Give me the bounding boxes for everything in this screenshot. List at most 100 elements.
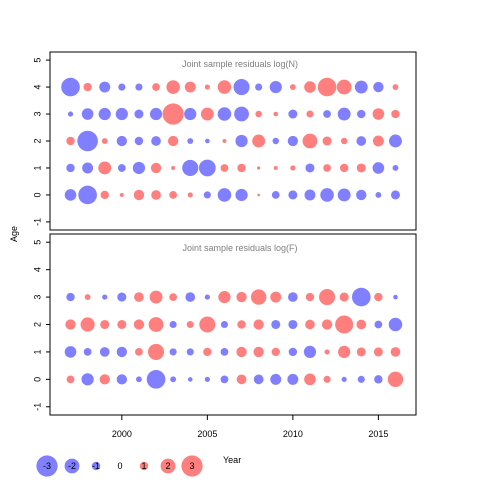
top-residual-point [336, 79, 352, 95]
bottom-residual-point [319, 289, 336, 306]
bottom-residual-point [66, 292, 75, 302]
bottom-residual-point [199, 316, 216, 333]
x-tick-label: 2015 [368, 429, 388, 439]
top-residual-point [83, 82, 92, 92]
top-residual-point [233, 79, 250, 96]
top-residual-point [187, 192, 193, 198]
bottom-residual-point [387, 371, 404, 388]
bottom-residual-point [81, 373, 94, 386]
top-residual-point [184, 81, 196, 93]
legend-bubble [139, 461, 149, 471]
top-residual-point [171, 166, 176, 170]
top-residual-point [204, 84, 210, 90]
top-residual-point [118, 83, 126, 91]
bottom-residual-point [356, 319, 367, 330]
bottom-residual-point [288, 319, 298, 330]
top-residual-point [184, 107, 197, 121]
top-residual-point [187, 138, 194, 144]
top-residual-point [217, 188, 232, 202]
top-residual-point [198, 159, 216, 177]
top-panel-title: Joint sample residuals log(N) [182, 59, 298, 69]
top-residual-point [392, 84, 399, 90]
top-ytick-label: -1 [32, 218, 42, 226]
bottom-residual-point [169, 293, 178, 301]
bottom-residual-point [323, 375, 331, 383]
bottom-residual-point [99, 347, 110, 357]
legend-label: -3 [43, 461, 51, 471]
bottom-residual-point [288, 347, 298, 357]
legend-bubble [91, 461, 101, 471]
top-residual-point [304, 189, 316, 201]
bottom-residual-point [117, 319, 127, 330]
top-residual-point [288, 190, 298, 200]
top-residual-point [255, 110, 262, 118]
bottom-residual-point [220, 375, 229, 384]
top-residual-point [337, 188, 351, 202]
bottom-residual-point [83, 348, 92, 356]
bottom-ytick-label: 1 [32, 349, 42, 354]
bottom-residual-point [341, 376, 347, 382]
top-residual-point [134, 136, 144, 146]
bottom-residual-point [356, 347, 366, 357]
bottom-residual-point [393, 294, 398, 300]
top-residual-point [150, 162, 162, 174]
top-residual-point [116, 135, 127, 147]
bottom-residual-point [321, 319, 333, 330]
top-residual-point [287, 135, 299, 147]
bottom-residual-point [136, 376, 142, 383]
top-residual-point [323, 110, 331, 118]
bottom-residual-point [305, 319, 315, 330]
top-residual-point [391, 109, 400, 119]
top-residual-point [356, 189, 367, 201]
top-residual-point [82, 162, 94, 174]
bottom-residual-point [270, 291, 282, 303]
bottom-panel: Joint sample residuals log(F) -1 0 1 2 3 4 5 2… [32, 233, 417, 439]
top-residual-point [134, 109, 144, 119]
bottom-residual-point [270, 373, 282, 385]
top-residual-point [101, 138, 108, 144]
top-residual-point [354, 80, 368, 94]
bottom-ytick-label: 3 [32, 295, 42, 300]
bottom-ytick-label: 5 [32, 240, 42, 245]
bottom-residual-point [335, 315, 354, 334]
top-residual-point [272, 137, 279, 145]
size-legend: -3 -2 -1 0 1 2 3 [36, 455, 203, 477]
top-residual-point [200, 107, 214, 121]
top-residual-point [100, 190, 109, 200]
top-residual-point [389, 134, 402, 148]
top-ytick-label: 5 [32, 58, 42, 63]
top-residual-point [323, 164, 331, 172]
top-residual-point [269, 80, 282, 94]
top-residual-point [273, 166, 278, 170]
top-residual-point [67, 111, 74, 117]
legend-label: 0 [117, 461, 122, 471]
bottom-residual-point [64, 346, 77, 358]
bottom-residual-point [80, 317, 95, 332]
top-residual-point [375, 192, 382, 198]
bottom-residual-point [339, 292, 349, 302]
bottom-residual-point [374, 320, 383, 329]
y-axis-title: Age [9, 226, 19, 242]
bottom-residual-point [305, 292, 315, 302]
top-residual-point [234, 106, 249, 122]
bottom-residual-point [134, 292, 144, 302]
top-residual-point [99, 81, 111, 93]
top-residual-point [356, 163, 366, 173]
bottom-residual-point [388, 317, 403, 332]
bottom-residual-point [390, 347, 401, 357]
bottom-residual-point [374, 292, 383, 302]
bottom-residual-point [288, 292, 298, 302]
top-residual-point [337, 107, 351, 121]
x-axis-title: Year [223, 455, 241, 465]
legend-label: 3 [189, 461, 194, 471]
top-residual-point [322, 136, 332, 146]
bottom-residual-point [304, 373, 316, 386]
bottom-residual-point [203, 347, 212, 357]
top-residual-point [66, 136, 75, 146]
bottom-residual-point [169, 348, 177, 356]
top-residual-point [162, 103, 184, 125]
top-residual-point [151, 190, 161, 200]
bottom-residual-point [271, 347, 280, 357]
top-residual-point [151, 136, 161, 146]
